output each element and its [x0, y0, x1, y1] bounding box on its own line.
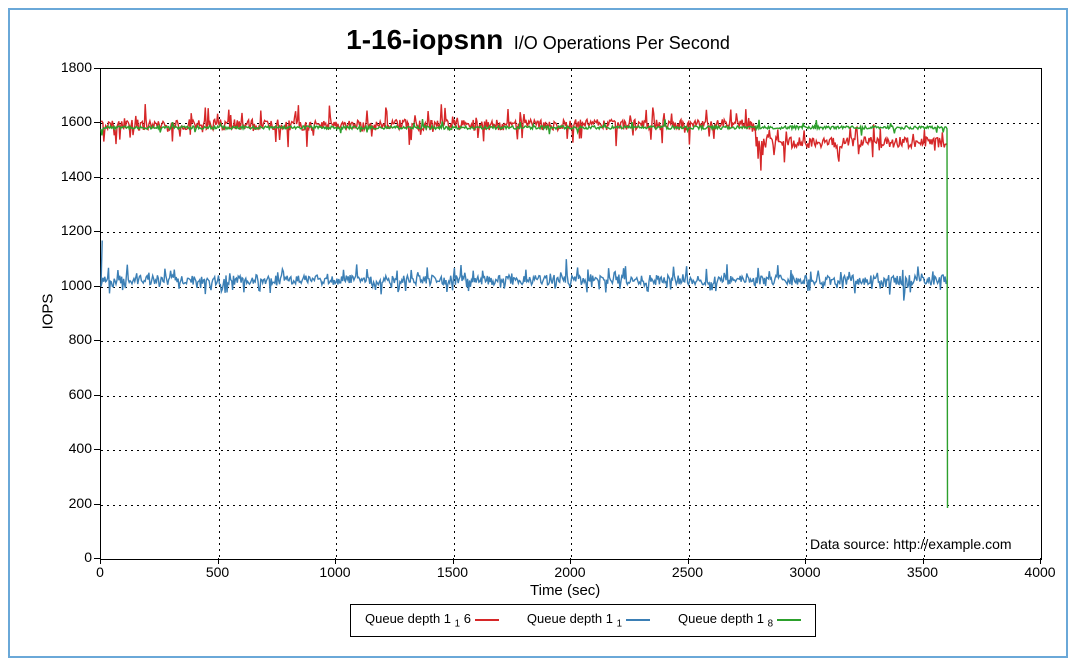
title-sub: I/O Operations Per Second	[514, 33, 730, 53]
y-tick-label: 1600	[46, 113, 92, 129]
legend-item: Queue depth 1 1	[527, 611, 650, 630]
x-tick-label: 1500	[428, 564, 478, 580]
tick-mark-y	[94, 68, 100, 69]
y-tick-label: 600	[46, 386, 92, 402]
x-tick-label: 1000	[310, 564, 360, 580]
tick-mark-y	[94, 122, 100, 123]
legend-label: Queue depth 1 1 6	[365, 611, 471, 630]
x-tick-label: 0	[75, 564, 125, 580]
series-svg	[101, 69, 1041, 559]
y-tick-label: 1400	[46, 168, 92, 184]
x-tick-label: 4000	[1015, 564, 1065, 580]
legend-swatch	[777, 619, 801, 621]
outer-frame: 1-16-iopsnn I/O Operations Per Second IO…	[8, 8, 1068, 658]
y-tick-label: 800	[46, 331, 92, 347]
legend-swatch	[475, 619, 499, 621]
y-tick-label: 1200	[46, 222, 92, 238]
y-tick-label: 0	[46, 549, 92, 565]
legend-label: Queue depth 1 1	[527, 611, 622, 630]
y-tick-label: 200	[46, 495, 92, 511]
x-tick-label: 2000	[545, 564, 595, 580]
series-line	[101, 119, 948, 507]
legend-swatch	[626, 619, 650, 621]
tick-mark-y	[94, 177, 100, 178]
legend: Queue depth 1 1 6 Queue depth 1 1 Queue de…	[350, 604, 816, 637]
y-tick-label: 1800	[46, 59, 92, 75]
tick-mark-y	[94, 449, 100, 450]
series-line	[101, 241, 947, 301]
tick-mark-y	[94, 395, 100, 396]
x-axis-label: Time (sec)	[530, 582, 600, 599]
legend-item: Queue depth 1 1 6	[365, 611, 499, 630]
y-tick-label: 400	[46, 440, 92, 456]
legend-item: Queue depth 1 8	[678, 611, 801, 630]
x-tick-label: 500	[193, 564, 243, 580]
x-tick-label: 2500	[663, 564, 713, 580]
title-main: 1-16-iopsnn	[346, 24, 503, 55]
tick-mark-y	[94, 286, 100, 287]
data-source-text: Data source: http://example.com	[810, 536, 1012, 552]
tick-mark-y	[94, 504, 100, 505]
x-tick-label: 3500	[898, 564, 948, 580]
legend-label: Queue depth 1 8	[678, 611, 773, 630]
y-tick-label: 1000	[46, 277, 92, 293]
chart-title: 1-16-iopsnn I/O Operations Per Second	[10, 24, 1066, 56]
plot-area	[100, 68, 1042, 560]
series-line	[101, 104, 947, 171]
y-axis-label: IOPS	[39, 294, 56, 330]
x-tick-label: 3000	[780, 564, 830, 580]
tick-mark-y	[94, 340, 100, 341]
tick-mark-y	[94, 231, 100, 232]
